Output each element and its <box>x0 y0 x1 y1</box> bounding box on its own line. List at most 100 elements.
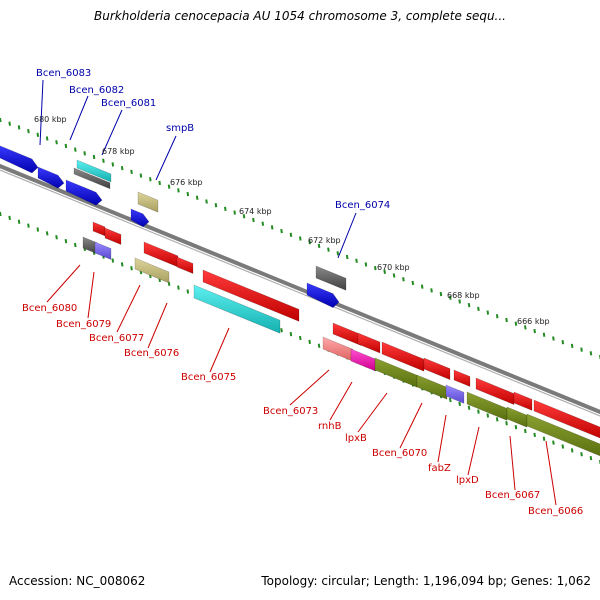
inner-tick <box>130 266 133 271</box>
scale-tick-labels: 680 kbp 678 kbp 676 kbp 674 kbp 672 kbp … <box>34 115 550 326</box>
gene-bcen-6079b <box>94 241 112 261</box>
inner-tick <box>449 397 452 403</box>
inner-tick <box>45 231 49 236</box>
outer-tick <box>233 210 236 215</box>
inner-tick <box>580 452 583 457</box>
inner-tick <box>514 424 518 430</box>
outer-tick <box>430 288 433 293</box>
gene-bcen-6080-a <box>92 221 106 237</box>
gene-label-bcen-6073: Bcen_6073 <box>263 406 318 417</box>
gene-label-smpb: smpB <box>166 123 194 134</box>
outer-tick <box>355 258 358 263</box>
leader-bcen-6076 <box>147 302 168 349</box>
tick-label-670: 670 kbp <box>377 263 410 272</box>
outer-tick <box>514 321 518 326</box>
outer-tick <box>449 295 452 300</box>
gene-label-bcen-6083: Bcen_6083 <box>36 68 91 79</box>
inner-tick <box>467 405 471 410</box>
outer-tick <box>561 340 565 345</box>
gene-bcen-6074 <box>315 265 347 291</box>
inner-tick <box>280 328 283 333</box>
gene-bcen-6075 <box>193 284 281 334</box>
outer-tick <box>524 325 527 330</box>
leader-bcen-6082 <box>69 95 89 141</box>
tick-label-666: 666 kbp <box>517 317 550 326</box>
gene-label-bcen-6067: Bcen_6067 <box>485 490 540 501</box>
inner-tick <box>542 436 546 441</box>
inner-tick <box>186 289 190 294</box>
inner-tick <box>589 455 593 461</box>
outer-tick <box>364 262 368 267</box>
gene-bcen-6074-blue <box>306 282 340 309</box>
outer-tick <box>439 291 443 297</box>
accession-text: Accession: NC_008062 <box>9 574 146 588</box>
inner-tick <box>299 335 302 341</box>
gene-bcen-6082-grey <box>73 167 111 190</box>
outer-tick <box>383 269 386 274</box>
gene-label-lpxd: lpxD <box>456 475 479 486</box>
gene-bcen-6077b <box>176 256 194 275</box>
outer-tick <box>45 136 49 141</box>
outer-tick <box>111 162 115 167</box>
outer-tick <box>167 184 171 189</box>
outer-tick <box>299 236 302 241</box>
outer-tick <box>542 332 546 337</box>
inner-tick <box>36 227 40 232</box>
outer-tick <box>374 265 377 271</box>
inner-tick <box>533 432 536 438</box>
leader-bcen-6073 <box>289 369 330 406</box>
gene-bcen-6066 <box>526 413 600 457</box>
inner-tick <box>477 409 480 414</box>
gene-label-bcen-6075: Bcen_6075 <box>181 372 236 383</box>
reverse-gene-labels: Bcen_6080 Bcen_6079 Bcen_6077 Bcen_6076 … <box>22 303 583 517</box>
leader-lpxd <box>467 426 480 476</box>
tick-label-674: 674 kbp <box>239 207 272 216</box>
leader-bcen-6067 <box>509 435 516 491</box>
gene-label-bcen-6074: Bcen_6074 <box>335 200 390 211</box>
outer-tick <box>411 280 415 286</box>
gene-label-bcen-6082: Bcen_6082 <box>69 85 124 96</box>
leader-bcen-6077 <box>116 284 141 333</box>
outer-tick <box>495 314 499 319</box>
gene-label-bcen-6066: Bcen_6066 <box>528 506 583 517</box>
gene-bcen-6073-r <box>332 322 362 346</box>
gene-bcen-6077 <box>143 241 179 268</box>
outer-tick <box>195 195 199 200</box>
outer-tick <box>149 177 152 182</box>
outer-tick <box>467 303 471 308</box>
leader-bcen-6081 <box>101 109 123 156</box>
gene-bcen-6081 <box>65 179 103 206</box>
outer-tick <box>186 191 190 197</box>
outer-tick <box>64 143 68 149</box>
inner-tick <box>486 413 490 418</box>
gene-fabz-r <box>423 357 451 381</box>
outer-tick <box>580 347 583 352</box>
leader-bcen-6075 <box>209 327 230 373</box>
outer-tick <box>242 214 246 219</box>
gene-lpxd-r <box>453 369 471 388</box>
outer-tick <box>8 121 11 126</box>
inner-tick <box>177 285 180 290</box>
gene-bcen-6075-red <box>202 269 300 322</box>
inner-tick <box>17 219 21 224</box>
outer-tick <box>74 147 77 152</box>
outer-tick <box>102 158 105 163</box>
inner-tick <box>8 215 11 221</box>
gene-features <box>0 145 600 457</box>
inner-tick <box>289 331 293 337</box>
inner-tick <box>317 343 321 348</box>
gene-rnhb <box>350 348 376 372</box>
tick-label-672: 672 kbp <box>308 236 341 245</box>
gene-bcen-6070 <box>374 357 418 388</box>
inner-tick <box>27 223 30 228</box>
gene-bcen-6083 <box>0 145 39 174</box>
outer-tick <box>224 206 227 212</box>
outer-tick <box>205 199 208 204</box>
backbone-shadow <box>0 169 600 417</box>
outer-tick <box>158 180 161 186</box>
outer-tick <box>477 306 480 312</box>
outer-tick <box>270 225 274 230</box>
leader-bcen-6070 <box>399 402 423 449</box>
gene-lpxd <box>466 391 508 421</box>
gene-label-fabz: fabZ <box>428 463 451 474</box>
